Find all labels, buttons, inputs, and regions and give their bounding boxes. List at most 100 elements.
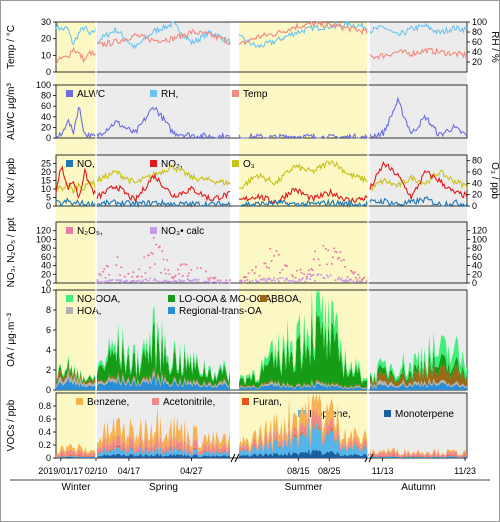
series-area (370, 454, 467, 458)
series-point (167, 269, 170, 272)
series-point (279, 277, 281, 279)
series-area (56, 358, 96, 384)
series-point (200, 267, 202, 269)
y-tick-label: 10 (41, 50, 51, 60)
legend-label: HOA, (77, 306, 101, 317)
series-point (251, 279, 254, 282)
series-point (344, 265, 347, 268)
series-area (56, 449, 96, 458)
season-label-summer: Summer (285, 482, 323, 493)
series-area (56, 456, 96, 458)
series-line (238, 19, 369, 46)
legend-label: NO, (77, 159, 95, 170)
series-point (306, 273, 309, 276)
legend-label: O₃ (243, 159, 255, 170)
series-point (264, 277, 267, 280)
series-point (149, 277, 152, 280)
series-area (370, 378, 467, 389)
axis-break-mark (234, 453, 240, 463)
axis-break-mark (368, 453, 374, 463)
series-area (56, 364, 96, 386)
series-point (207, 277, 210, 280)
series-point (292, 275, 295, 278)
legend-label: LO-OOA & MO-OOA, (179, 294, 274, 305)
series-point (168, 273, 171, 276)
series-point (245, 276, 248, 279)
series-area (97, 320, 230, 387)
series-point (102, 270, 104, 273)
series-point (116, 256, 119, 259)
series-line (55, 106, 97, 140)
series-point (123, 275, 126, 278)
series-point (274, 279, 277, 282)
series-point (183, 263, 186, 265)
y2-tick-label: 0 (472, 201, 477, 211)
series-point (339, 251, 342, 253)
series-point (357, 273, 360, 276)
y2-tick-label: 60 (472, 167, 482, 177)
series-area (56, 369, 96, 388)
series-point (145, 279, 148, 282)
series-point (138, 279, 141, 282)
y-axis-label: NOx / ppb (6, 158, 17, 203)
series-area (239, 419, 368, 457)
series-line (369, 22, 468, 37)
series-area (97, 367, 230, 387)
series-line (369, 161, 468, 200)
series-point (246, 279, 249, 281)
series-point (350, 278, 353, 281)
y2-tick-label: 40 (472, 178, 482, 188)
series-point (327, 276, 330, 279)
series-point (169, 280, 172, 283)
x-tick-label: 04/17 (118, 466, 141, 476)
series-point (257, 280, 260, 283)
series-point (216, 279, 219, 282)
series-area (370, 450, 467, 458)
series-point (171, 276, 173, 279)
series-point (115, 264, 118, 267)
legend-label: BBOA, (271, 294, 302, 305)
legend-label: Benzene, (87, 397, 129, 408)
series-point (297, 280, 300, 283)
series-point (119, 274, 121, 277)
series-point (294, 276, 297, 279)
y-tick-label: 0 (46, 278, 51, 288)
series-point (106, 265, 109, 268)
series-point (338, 256, 341, 259)
series-line (55, 47, 97, 65)
series-point (286, 278, 289, 281)
y2-tick-label: 20 (472, 190, 482, 200)
series-point (214, 276, 217, 279)
season-labels: Winter Spring Summer Autumn (10, 479, 490, 493)
series-point (127, 272, 130, 275)
series-point (196, 280, 199, 283)
series-point (219, 279, 222, 282)
series-point (318, 264, 321, 267)
series-point (300, 278, 303, 281)
series-point (299, 268, 302, 271)
series-line (96, 172, 231, 204)
series-point (309, 278, 312, 281)
y-tick-label: 4 (46, 345, 51, 355)
series-point (338, 276, 341, 279)
series-point (329, 274, 332, 277)
axis-break-mark (230, 453, 236, 463)
series-point (180, 263, 183, 266)
y2-tick-label: 20 (472, 57, 482, 67)
series-point (286, 265, 289, 268)
series-area (56, 377, 96, 390)
series-point (163, 268, 166, 271)
series-point (173, 276, 176, 278)
series-point (104, 276, 107, 279)
legend-label: N₂O₅, (77, 226, 103, 237)
y-axis-label: NO₃, N₂O₅ / ppt (6, 217, 17, 287)
y-tick-label: 0 (46, 133, 51, 143)
y-axis-label: VOCs / ppb (6, 399, 17, 451)
series-point (335, 251, 338, 254)
x-tick-label: 04/27 (180, 466, 203, 476)
series-point (356, 280, 359, 283)
y-tick-label: 60 (41, 101, 51, 111)
legend-label: Temp (243, 89, 268, 100)
series-point (131, 275, 134, 278)
series-point (178, 278, 181, 281)
